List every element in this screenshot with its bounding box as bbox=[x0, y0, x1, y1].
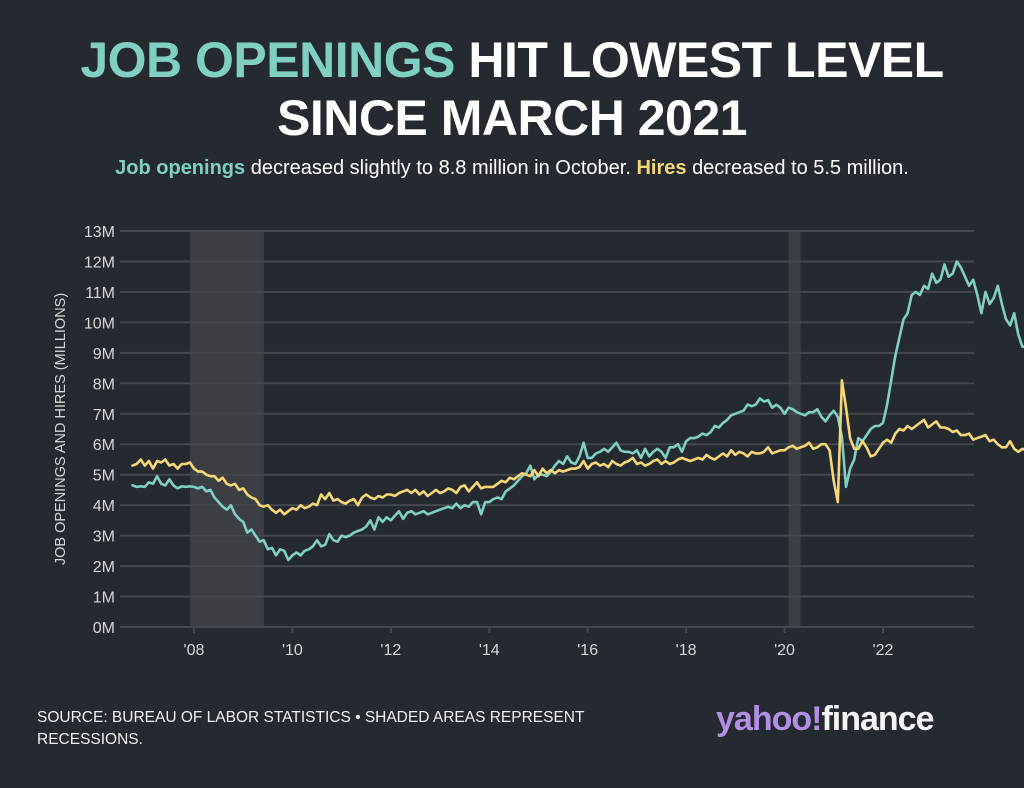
title-line-1: JOB OPENINGS HIT LOWEST LEVEL bbox=[0, 33, 1024, 87]
x-tick-label: '10 bbox=[282, 642, 303, 659]
y-tick-label: 10M bbox=[84, 315, 115, 332]
series-lines bbox=[131, 260, 1024, 562]
y-tick-label: 6M bbox=[93, 437, 115, 454]
y-tick-label: 5M bbox=[93, 468, 115, 485]
source-note: SOURCE: BUREAU OF LABOR STATISTICS • SHA… bbox=[37, 709, 585, 748]
y-gridlines bbox=[120, 230, 974, 628]
recession-band-1 bbox=[788, 231, 801, 627]
x-tick-label: '16 bbox=[577, 642, 598, 659]
y-tick-label: 12M bbox=[84, 254, 115, 271]
subtitle-hires-legend: Hires bbox=[636, 157, 687, 179]
subtitle-hires-text: decreased to 5.5 million. bbox=[692, 157, 909, 179]
y-axis-title: JOB OPENINGS AND HIRES (MILLIONS) bbox=[53, 293, 69, 565]
subtitle-openings-text: decreased slightly to 8.8 million in Oct… bbox=[250, 157, 631, 179]
subtitle: Job openings decreased slightly to 8.8 m… bbox=[0, 157, 1024, 180]
x-axis-ticks: '08 '10 '12 '14 '16 '18 '20 '22 bbox=[184, 627, 894, 659]
x-tick-label: '14 bbox=[479, 642, 500, 659]
logo-finance: finance bbox=[821, 700, 934, 738]
x-tick-label: '20 bbox=[774, 642, 795, 659]
y-tick-label: 0M bbox=[93, 620, 115, 637]
x-tick-label: '08 bbox=[184, 642, 205, 659]
title-rest: HIT LOWEST LEVEL bbox=[468, 32, 944, 88]
title-line-2: SINCE MARCH 2021 bbox=[277, 90, 747, 146]
subtitle-openings-legend: Job openings bbox=[115, 157, 246, 179]
x-tick-label: '12 bbox=[380, 642, 401, 659]
y-tick-label: 9M bbox=[93, 346, 115, 363]
y-tick-label: 13M bbox=[84, 224, 115, 241]
yahoo-finance-logo: yahoo!finance bbox=[716, 700, 935, 739]
y-tick-label: 3M bbox=[93, 529, 115, 546]
y-tick-label: 2M bbox=[93, 559, 115, 576]
y-tick-label: 1M bbox=[93, 590, 115, 607]
logo-yahoo: yahoo! bbox=[716, 700, 822, 738]
y-tick-label: 7M bbox=[93, 407, 115, 424]
recession-shading bbox=[190, 231, 801, 627]
title-accent: JOB OPENINGS bbox=[80, 32, 455, 88]
series-line-hires bbox=[131, 378, 1024, 516]
y-axis-ticks: 0M 1M 2M 3M 4M 5M 6M 7M 8M 9M 10M 11M 12M 13M bbox=[84, 224, 115, 637]
recession-band-0 bbox=[190, 231, 264, 627]
y-tick-label: 11M bbox=[85, 285, 115, 302]
series-line-job-openings bbox=[131, 260, 1024, 562]
x-tick-label: '18 bbox=[676, 642, 697, 659]
y-tick-label: 8M bbox=[93, 376, 115, 393]
y-tick-label: 4M bbox=[93, 498, 115, 515]
x-tick-label: '22 bbox=[873, 642, 894, 659]
